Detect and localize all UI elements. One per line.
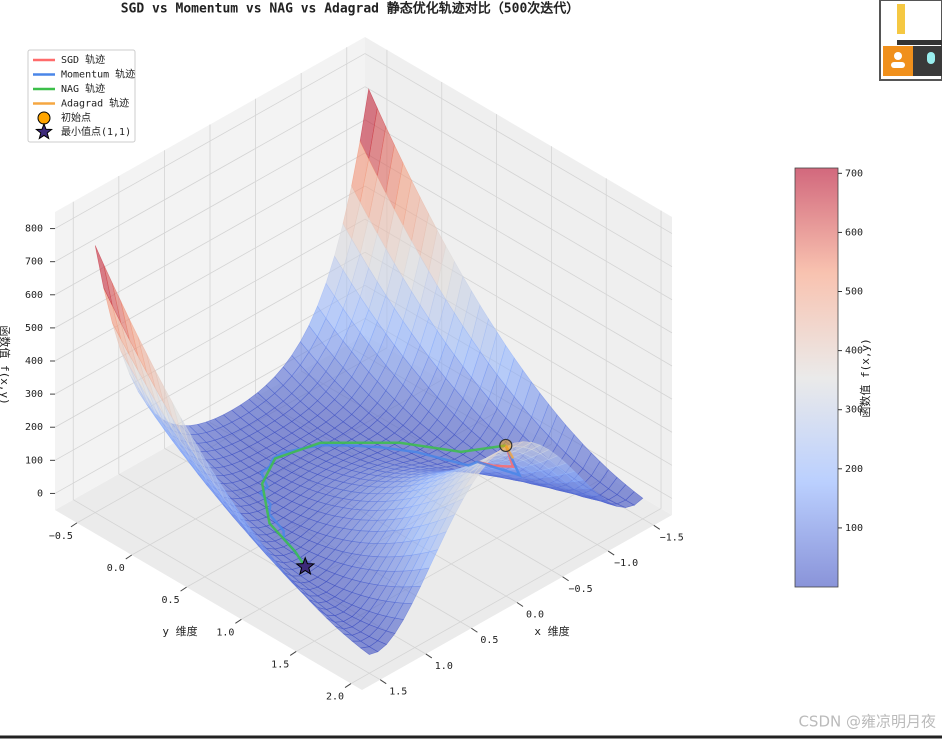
x-tick [471, 627, 478, 633]
grid-line [364, 152, 673, 334]
x-tick [379, 679, 387, 685]
z-tick-label: 200 [25, 422, 43, 433]
y-tick [180, 586, 187, 592]
x-tick [653, 524, 661, 530]
grid-line [364, 119, 673, 301]
z-axis-label: 函数值 f(x,y) [0, 325, 11, 404]
trajectory [260, 441, 506, 568]
z-tick-label: 600 [25, 290, 43, 301]
colorbar-tick-label: 400 [845, 346, 863, 357]
trajectory [258, 443, 522, 568]
grid-line [73, 499, 381, 681]
x-tick-label: −1.0 [614, 558, 638, 569]
y-tick [125, 554, 133, 560]
minimum-point [295, 556, 316, 576]
colorbar-tick-label: 500 [845, 287, 863, 298]
x-tick-label: 0.5 [480, 635, 498, 646]
y-tick [70, 522, 78, 528]
y-tick-label: 1.0 [216, 627, 234, 638]
surface-patch [359, 646, 379, 655]
colorbar [794, 167, 839, 588]
x-tick-label: 1.0 [435, 661, 453, 672]
start-point [499, 438, 513, 453]
legend-swatch [35, 122, 53, 140]
z-tick-label: 500 [25, 323, 43, 334]
z-tick-label: 800 [25, 224, 43, 235]
x-tick [425, 653, 433, 659]
legend-label: 最小值点(1,1) [61, 125, 131, 138]
watermark: CSDN @雍凉明月夜 [798, 713, 936, 731]
legend-label: Momentum 轨迹 [61, 68, 135, 81]
colorbar-label: 函数值 f(x,y) [859, 338, 872, 417]
legend-label: NAG 轨迹 [61, 82, 105, 95]
grid-line [364, 86, 673, 268]
widget-icon [927, 52, 935, 64]
z-tick-label: 300 [25, 389, 43, 400]
widget-icon [891, 62, 905, 68]
x-axis-label: x 维度 [534, 624, 569, 638]
colorbar-tick-label: 600 [845, 227, 863, 238]
x-tick [607, 550, 615, 556]
z-tick-label: 0 [37, 488, 43, 499]
plot-3d [50, 37, 673, 690]
overlay-widget [879, 0, 942, 81]
x-tick-label: −0.5 [569, 584, 593, 595]
widget-icon [894, 52, 902, 60]
legend-label: Adagrad 轨迹 [61, 97, 129, 110]
z-tick-label: 400 [25, 356, 43, 367]
y-tick [235, 618, 242, 624]
x-tick-label: 0.0 [526, 610, 544, 621]
z-tick-label: 700 [25, 257, 43, 268]
y-tick-label: 0.0 [107, 563, 125, 574]
z-tick-label: 100 [25, 455, 43, 466]
legend-swatch [37, 111, 51, 125]
y-axis-label: y 维度 [162, 624, 197, 638]
legend-box [27, 49, 136, 143]
widget-bar [897, 40, 942, 45]
x-tick-label: 1.5 [389, 687, 407, 698]
y-tick-label: 0.5 [162, 595, 180, 606]
y-tick-label: −0.5 [49, 531, 73, 542]
x-tick-label: −1.5 [660, 532, 684, 543]
x-tick [516, 602, 524, 607]
x-tick [562, 576, 569, 582]
colorbar-tick-label: 200 [845, 464, 863, 475]
legend-label: SGD 轨迹 [61, 53, 105, 66]
colorbar-tick-label: 100 [845, 523, 863, 534]
y-tick-label: 2.0 [326, 692, 344, 703]
y-tick [289, 651, 297, 656]
grid-line [350, 508, 662, 684]
colorbar-tick-label: 700 [845, 168, 863, 179]
grid-line [364, 53, 673, 234]
colorbar-tick-label: 300 [845, 405, 863, 416]
widget-icons [897, 4, 905, 34]
y-tick [344, 683, 352, 688]
legend-label: 初始点 [61, 111, 91, 124]
widget-button [883, 46, 913, 76]
y-tick-label: 1.5 [271, 659, 289, 670]
chart-title: SGD vs Momentum vs NAG vs Adagrad 静态优化轨迹… [121, 1, 580, 17]
